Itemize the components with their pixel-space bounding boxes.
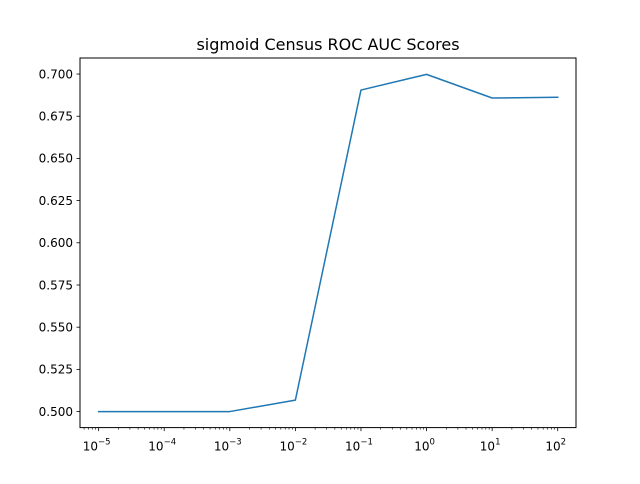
x-tick-label-base: 10 [214, 440, 229, 454]
x-tick-label-base: 10 [545, 440, 560, 454]
series-layer [99, 74, 558, 411]
x-tick-label-base: 10 [345, 440, 360, 454]
x-tick-label: 10−3 [214, 438, 242, 454]
y-tick-label: 0.675 [39, 110, 73, 124]
x-tick-label: 102 [545, 438, 566, 454]
x-tick-label: 10−4 [148, 438, 176, 454]
y-axis: 0.500 0.525 0.550 0.575 0.600 0.625 0.650 0.675… [39, 67, 80, 419]
y-tick-label: 0.550 [39, 320, 73, 334]
y-tick-label: 0.575 [39, 278, 73, 292]
y-tick-label: 0.650 [39, 152, 73, 166]
x-tick-label-exponent: −2 [295, 438, 308, 448]
x-tick-label-exponent: −4 [164, 438, 177, 448]
x-tick-label-exponent: −5 [98, 438, 111, 448]
y-tick-label: 0.600 [39, 236, 73, 250]
x-tick-label-base: 10 [480, 440, 495, 454]
x-tick-label-exponent: 2 [561, 438, 566, 448]
x-tick-label: 10−1 [345, 438, 373, 454]
x-tick-label-base: 10 [279, 440, 294, 454]
x-tick-label-exponent: −1 [360, 438, 373, 448]
x-tick-label-exponent: 1 [495, 438, 500, 448]
x-tick-label-base: 10 [414, 440, 429, 454]
y-tick-label: 0.500 [39, 405, 73, 419]
x-tick-label: 10−5 [83, 438, 111, 454]
y-tick-label: 0.525 [39, 363, 73, 377]
x-tick-label-base: 10 [83, 440, 98, 454]
y-tick-label: 0.700 [39, 67, 73, 81]
x-tick-label-exponent: 0 [429, 438, 434, 448]
x-tick-label: 10−2 [279, 438, 307, 454]
chart-title: sigmoid Census ROC AUC Scores [196, 35, 459, 54]
series-line [99, 74, 558, 411]
x-tick-label: 100 [414, 438, 435, 454]
y-tick-label: 0.625 [39, 194, 73, 208]
x-tick-label-exponent: −3 [229, 438, 242, 448]
x-tick-label: 101 [480, 438, 501, 454]
x-tick-label-base: 10 [148, 440, 163, 454]
